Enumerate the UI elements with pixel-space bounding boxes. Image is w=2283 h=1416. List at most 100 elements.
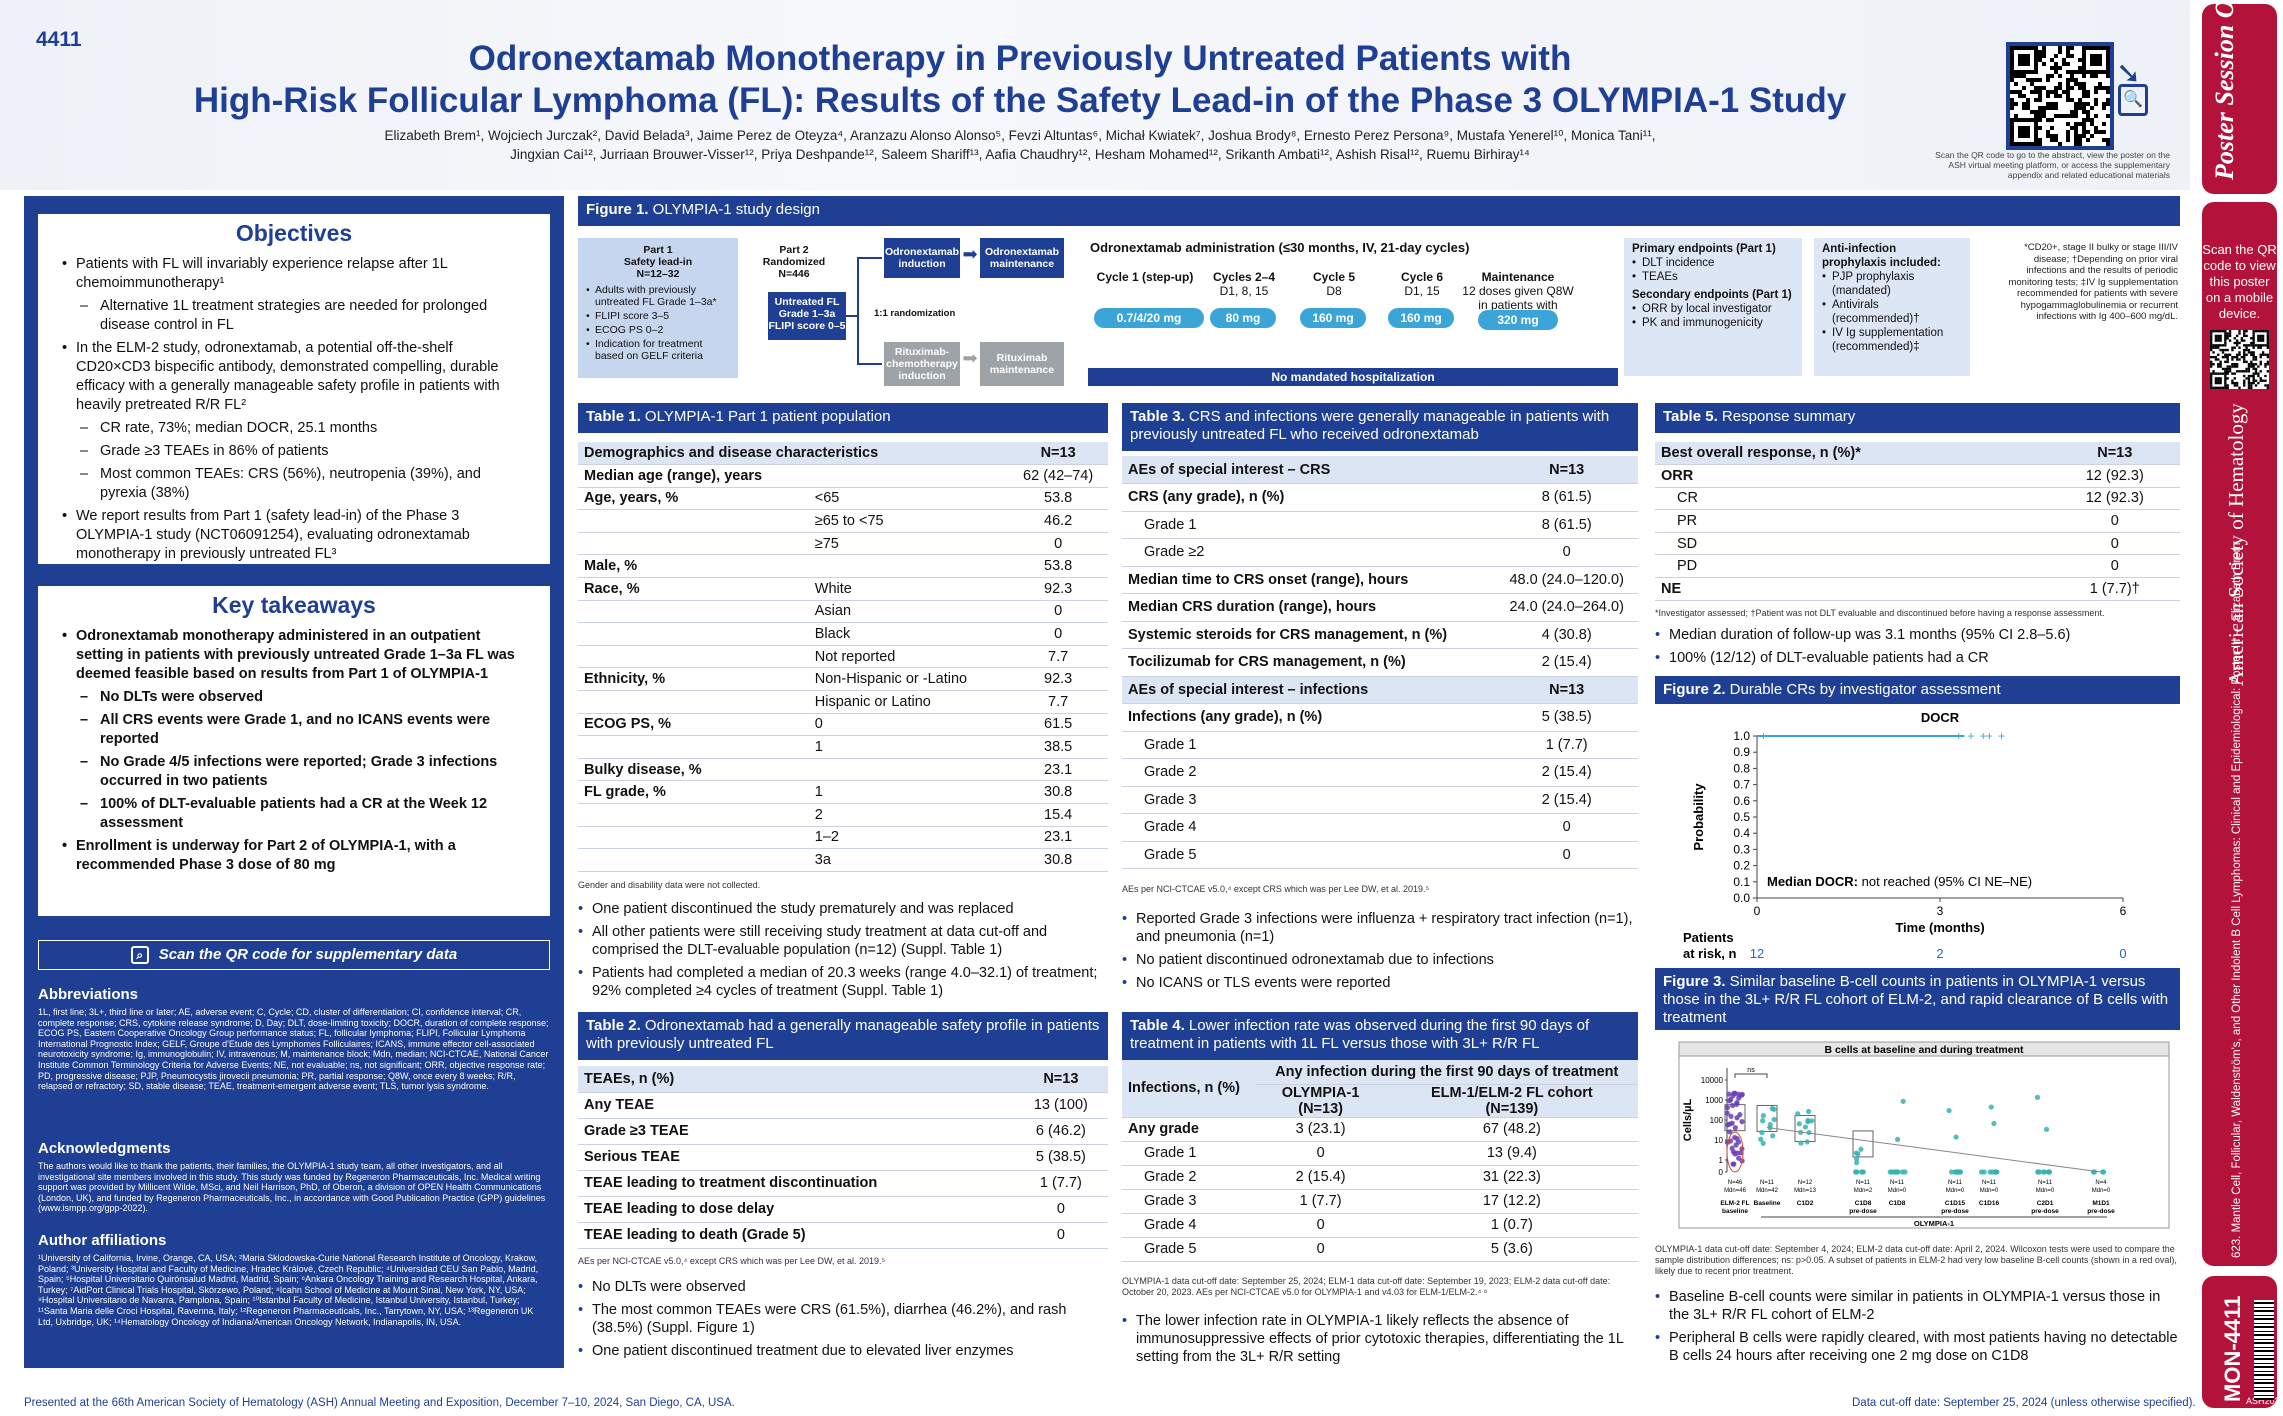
qr-module <box>2243 351 2246 354</box>
column-header: OLYMPIA-1 (N=13) <box>1255 1084 1386 1118</box>
qr-module <box>2074 82 2078 86</box>
qr-module <box>2214 377 2218 380</box>
category-label: C1D8 <box>1889 1200 1906 1207</box>
poster-title: Odronextamab Monotherapy in Previously U… <box>140 38 1900 122</box>
qr-module <box>2233 337 2236 340</box>
qr-module <box>2018 46 2022 50</box>
row-value: 0 <box>1008 622 1108 646</box>
qr-module <box>2014 118 2018 122</box>
qr-module <box>2062 58 2066 62</box>
qr-module <box>2082 130 2086 134</box>
row-sublabel: 3a <box>808 848 1009 872</box>
qr-module <box>2106 142 2110 146</box>
qr-module <box>2086 114 2090 118</box>
qr-module <box>2226 365 2229 368</box>
data-point <box>2046 1169 2052 1175</box>
row-value: 13 (100) <box>1013 1092 1108 1119</box>
table1-bullets: One patient discontinued the study prema… <box>578 900 1108 1005</box>
qr-module <box>2247 351 2251 354</box>
qr-module <box>2233 377 2236 380</box>
y-tick-label: 0.1 <box>1733 875 1750 889</box>
qr-module <box>2078 106 2082 110</box>
qr-module <box>2221 355 2225 359</box>
qr-module <box>2247 374 2251 378</box>
table1-label: Table 1. <box>586 408 641 425</box>
acknowledgments: Acknowledgments The authors would like to… <box>38 1140 550 1214</box>
qr-module <box>2250 363 2253 366</box>
row-value: 67 (48.2) <box>1385 1117 1638 1142</box>
qr-module <box>2252 351 2255 354</box>
qr-module <box>2224 334 2227 338</box>
n-label: Mdn=0 <box>2092 1188 2111 1194</box>
table1-title: OLYMPIA-1 Part 1 patient population <box>640 408 891 425</box>
bullet-item: One patient discontinued treatment due t… <box>578 1342 1108 1360</box>
row-value: 0 <box>1013 1196 1108 1223</box>
arrow-icon: ➡ <box>962 348 978 368</box>
qr-module <box>2054 134 2058 138</box>
column-header: N=13 <box>1495 456 1638 484</box>
acknowledgments-heading: Acknowledgments <box>38 1140 171 1157</box>
risk-value: 12 <box>1750 946 1764 961</box>
qr-module <box>2233 384 2236 387</box>
y-tick-label: 10 <box>1714 1136 1723 1145</box>
qr-module <box>2010 78 2014 82</box>
data-point <box>1758 1136 1764 1142</box>
qr-module <box>2250 353 2253 356</box>
qr-module <box>2010 90 2014 94</box>
table-row: Hispanic or Latino 7.7 <box>578 690 1108 714</box>
qr-module <box>2212 351 2215 354</box>
qr-module <box>2038 138 2042 142</box>
qr-module <box>2219 348 2222 352</box>
qr-module <box>2034 50 2038 54</box>
row-value: 0 <box>1255 1141 1386 1166</box>
row-value: 7.7 <box>1008 645 1108 669</box>
qr-module <box>2038 58 2042 62</box>
randomization-label: 1:1 randomization <box>874 308 956 319</box>
title-line-1: Odronextamab Monotherapy in Previously U… <box>468 39 1572 78</box>
qr-module <box>2245 334 2248 338</box>
row-sublabel: 0 <box>808 713 1009 737</box>
qr-module <box>2221 330 2225 333</box>
qr-bar-label: Scan the QR code for supplementary data <box>158 946 458 963</box>
data-point <box>1759 1130 1765 1136</box>
qr-module <box>2066 78 2070 82</box>
row-value: 0 <box>2049 554 2180 579</box>
qr-module <box>2252 363 2255 366</box>
data-point <box>1739 1146 1745 1152</box>
data-point <box>1802 1124 1809 1130</box>
qr-module <box>2217 330 2220 333</box>
data-point <box>1739 1091 1745 1098</box>
row-value: 5 (3.6) <box>1385 1237 1638 1262</box>
list-item: Most common TEAEs: CRS (56%), neutropeni… <box>62 465 526 503</box>
side-qr-code[interactable] <box>2210 330 2269 389</box>
bullet-item: Median duration of follow-up was 3.1 mon… <box>1655 626 2180 644</box>
data-point <box>1760 1140 1766 1146</box>
list-item: All CRS events were Grade 1, and no ICAN… <box>62 711 526 749</box>
data-point <box>1900 1098 1906 1104</box>
table-row: Grade 1 0 13 (9.4) <box>1122 1141 1638 1166</box>
n-label: N=11 <box>1890 1180 1905 1186</box>
qr-module <box>2106 98 2110 102</box>
qr-code[interactable] <box>2006 42 2114 150</box>
table-row: Infections (any grade), n (%) 5 (38.5) <box>1122 703 1638 732</box>
qr-module <box>2214 337 2218 340</box>
n-label: N=11 <box>1760 1180 1775 1186</box>
qr-supplementary-bar[interactable]: ⌕ Scan the QR code for supplementary data <box>38 940 550 970</box>
qr-module <box>2010 98 2014 102</box>
qr-module <box>2210 344 2213 347</box>
table-header-row: Infections, n (%) Any infection during th… <box>1122 1060 1638 1118</box>
part1-criterion: ECOG PS 0–2 <box>586 324 730 336</box>
row-sublabel: 1 <box>808 780 1009 804</box>
qr-module <box>2106 90 2110 94</box>
qr-module <box>2261 353 2265 356</box>
table-row: Serious TEAE 5 (38.5) <box>578 1144 1108 1171</box>
row-value: 24.0 (24.0–264.0) <box>1495 593 1638 622</box>
y-tick-label: 0.4 <box>1733 826 1750 840</box>
qr-module <box>2010 66 2014 70</box>
row-value: 0 <box>1495 538 1638 567</box>
qr-module <box>2224 339 2227 342</box>
column-header-line: (N=13) <box>1298 1100 1343 1117</box>
qr-module <box>2235 355 2239 359</box>
data-point <box>2041 1169 2048 1175</box>
row-label: PR <box>1655 509 2050 533</box>
